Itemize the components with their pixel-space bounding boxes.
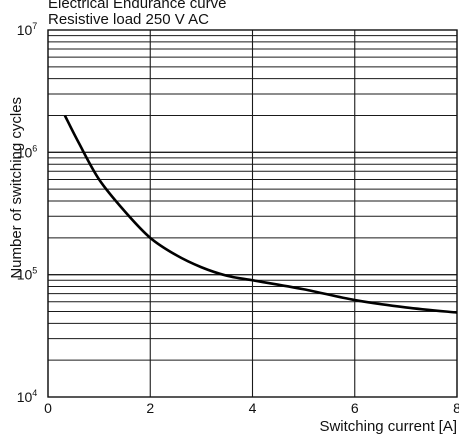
y-tick-exponent: 6 [32, 143, 37, 153]
chart-title: Electrical Endurance curve [48, 0, 226, 12]
endurance-curve [63, 114, 458, 314]
x-tick-labels: 0 2 4 6 8 [44, 400, 459, 416]
y-tick-label: 104 [17, 388, 38, 405]
x-axis-label: Switching current [A] [319, 418, 457, 435]
x-tick-label: 6 [351, 400, 359, 416]
y-tick-label: 105 [17, 266, 38, 283]
y-tick-exponent: 4 [32, 388, 37, 398]
y-tick-base: 10 [17, 267, 33, 283]
x-tick-label: 8 [453, 400, 459, 416]
y-axis-label: Number of switching cycles [8, 97, 25, 279]
y-tick-base: 10 [17, 389, 33, 405]
y-tick-base: 10 [17, 22, 33, 38]
y-tick-label: 107 [17, 21, 38, 38]
x-tick-label: 0 [44, 400, 52, 416]
y-tick-label: 106 [17, 143, 38, 160]
y-tick-exponent: 7 [32, 21, 37, 31]
chart-subtitle: Resistive load 250 V AC [48, 11, 209, 28]
x-tick-label: 2 [146, 400, 154, 416]
y-tick-exponent: 5 [32, 266, 37, 276]
grid-lines [47, 29, 458, 398]
x-tick-label: 4 [249, 400, 257, 416]
y-tick-base: 10 [17, 144, 33, 160]
plot-frame [47, 29, 458, 398]
